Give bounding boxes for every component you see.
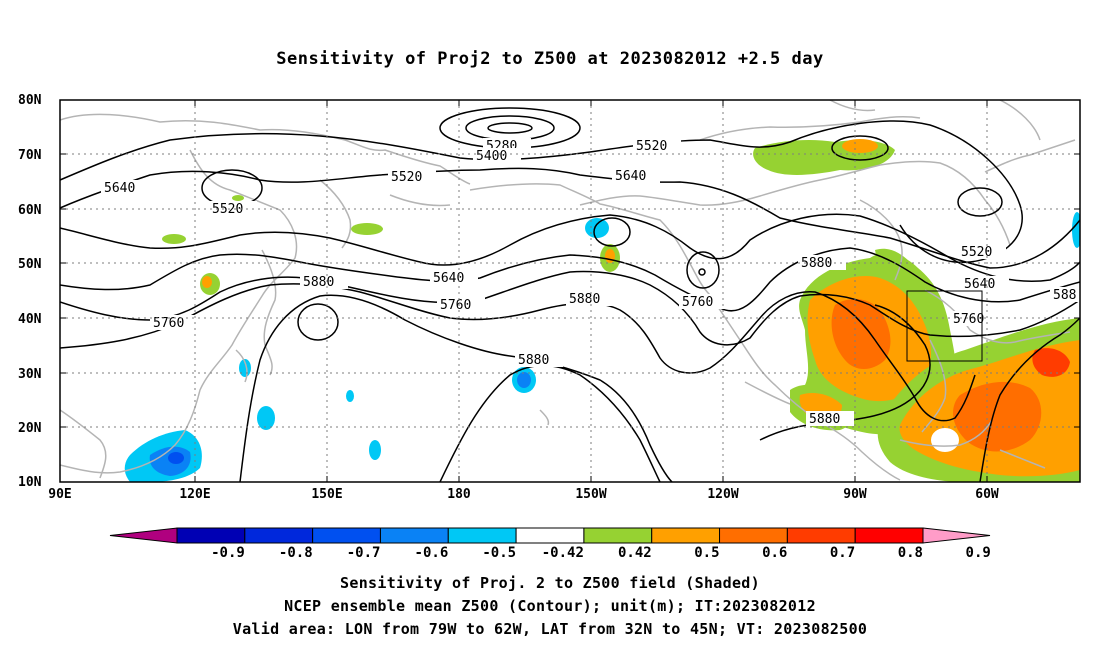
contour-label: 5640 [433,271,464,286]
colorbar-segment [244,527,314,544]
colorbar-segment [651,527,721,544]
colorbar-segment [786,527,856,544]
contour-label: 5520 [636,139,667,154]
colorbar-label: -0.9 [211,545,245,561]
lat-label: 50N [18,257,42,272]
lon-label: 120W [707,487,738,502]
shade-negative-small-3 [346,390,354,402]
shade-negative-small-1 [257,406,275,430]
shade-negative-small-6 [585,218,609,238]
grid-lines [60,100,1080,482]
shade-white-hole [931,428,959,452]
lon-label: 60W [975,487,999,502]
contour-label: 5400 [476,149,507,164]
lon-axis-labels: 90E 120E 150E 180 150W 120W 90W 60W [48,487,999,502]
colorbar-label: -0.6 [415,545,449,561]
lon-label: 150E [311,487,342,502]
shade-positive-small-3 [162,234,186,244]
shade-positive-small-2b [202,276,212,288]
lat-label: 30N [18,367,42,382]
lon-label: 120E [179,487,210,502]
contour-label: 5880 [569,292,600,307]
colorbar-label: 0.7 [830,545,855,561]
sensitivity-shading [124,139,1080,482]
colorbar-label: -0.7 [347,545,381,561]
valid-area-box [906,290,983,362]
map-frame [59,99,1081,483]
shade-negative-small-4 [369,440,381,460]
contour-label: 588 [1053,288,1076,303]
shade-positive-atlantic-red [1032,348,1070,377]
colorbar-label: -0.8 [279,545,313,561]
colorbar-label: 0.5 [694,545,719,561]
colorbar-label: 0.42 [618,545,652,561]
colorbar-label: 0.6 [762,545,787,561]
lon-label: 90E [48,487,71,502]
colorbar-segment [583,527,653,544]
colorbar-segment [854,527,924,544]
contour-labels: 5280 5400 5520 5520 5520 5520 5640 5640 … [101,138,1080,427]
contour-label: 5640 [615,169,646,184]
shade-negative-small-5-core [517,372,531,388]
colorbar: -0.9 -0.8 -0.7 -0.6 -0.5 -0.42 0.42 0.5 0.6 0.7 0.… [109,527,991,561]
colorbar-segment [515,527,585,544]
shade-positive-canada-orange [842,139,878,153]
lat-axis-labels: 80N 70N 60N 50N 40N 30N 20N 10N [18,93,42,490]
colorbar-label: -0.5 [482,545,516,561]
shade-negative-wp-deep [168,452,184,464]
contour-label: 5880 [809,412,840,427]
lat-label: 20N [18,421,42,436]
contour-label: 5760 [682,295,713,310]
shade-negative-small-7 [1072,212,1080,248]
colorbar-arrow-high [922,527,991,544]
contour-label: 5760 [153,316,184,331]
contour-label: 5520 [212,202,243,217]
contour-label: 5640 [964,277,995,292]
lat-label: 10N [18,475,42,490]
colorbar-segment [379,527,449,544]
lat-label: 60N [18,203,42,218]
colorbar-segment [447,527,517,544]
lon-label: 180 [447,487,471,502]
colorbar-segment [176,527,246,544]
contour-label: 5640 [104,181,135,196]
shade-positive-small-5 [232,195,244,201]
caption-line-3: Valid area: LON from 79W to 62W, LAT fro… [232,620,868,638]
colorbar-arrow-low [109,527,178,544]
map-title: Sensitivity of Proj2 to Z500 at 20230820… [276,49,824,69]
contour-label: 5760 [953,312,984,327]
contour-label: 5880 [518,353,549,368]
caption-line-1: Sensitivity of Proj. 2 to Z500 field (Sh… [340,574,760,592]
contour-label: 5520 [961,245,992,260]
colorbar-segment [312,527,381,544]
caption-line-2: NCEP ensemble mean Z500 (Contour); unit(… [284,597,816,615]
lon-label: 90W [843,487,867,502]
contour-label: 5760 [440,298,471,313]
colorbar-segment [719,527,788,544]
colorbar-label: 0.9 [966,545,991,561]
colorbar-label: 0.8 [898,545,923,561]
lon-label: 150W [575,487,606,502]
contour-label: 5520 [391,170,422,185]
tick-marks [60,99,1080,483]
shade-positive-small-4 [351,223,383,235]
shade-positive-na-core [831,298,891,369]
colorbar-label: -0.42 [542,545,584,561]
coastlines [60,100,1076,481]
contour-label: 5880 [303,275,334,290]
shade-positive-canada-east [875,248,915,275]
lat-label: 40N [18,312,42,327]
shade-positive-atlantic-core [953,381,1042,452]
lat-label: 70N [18,148,42,163]
lat-label: 80N [18,93,42,108]
z500-contours [60,107,1080,482]
